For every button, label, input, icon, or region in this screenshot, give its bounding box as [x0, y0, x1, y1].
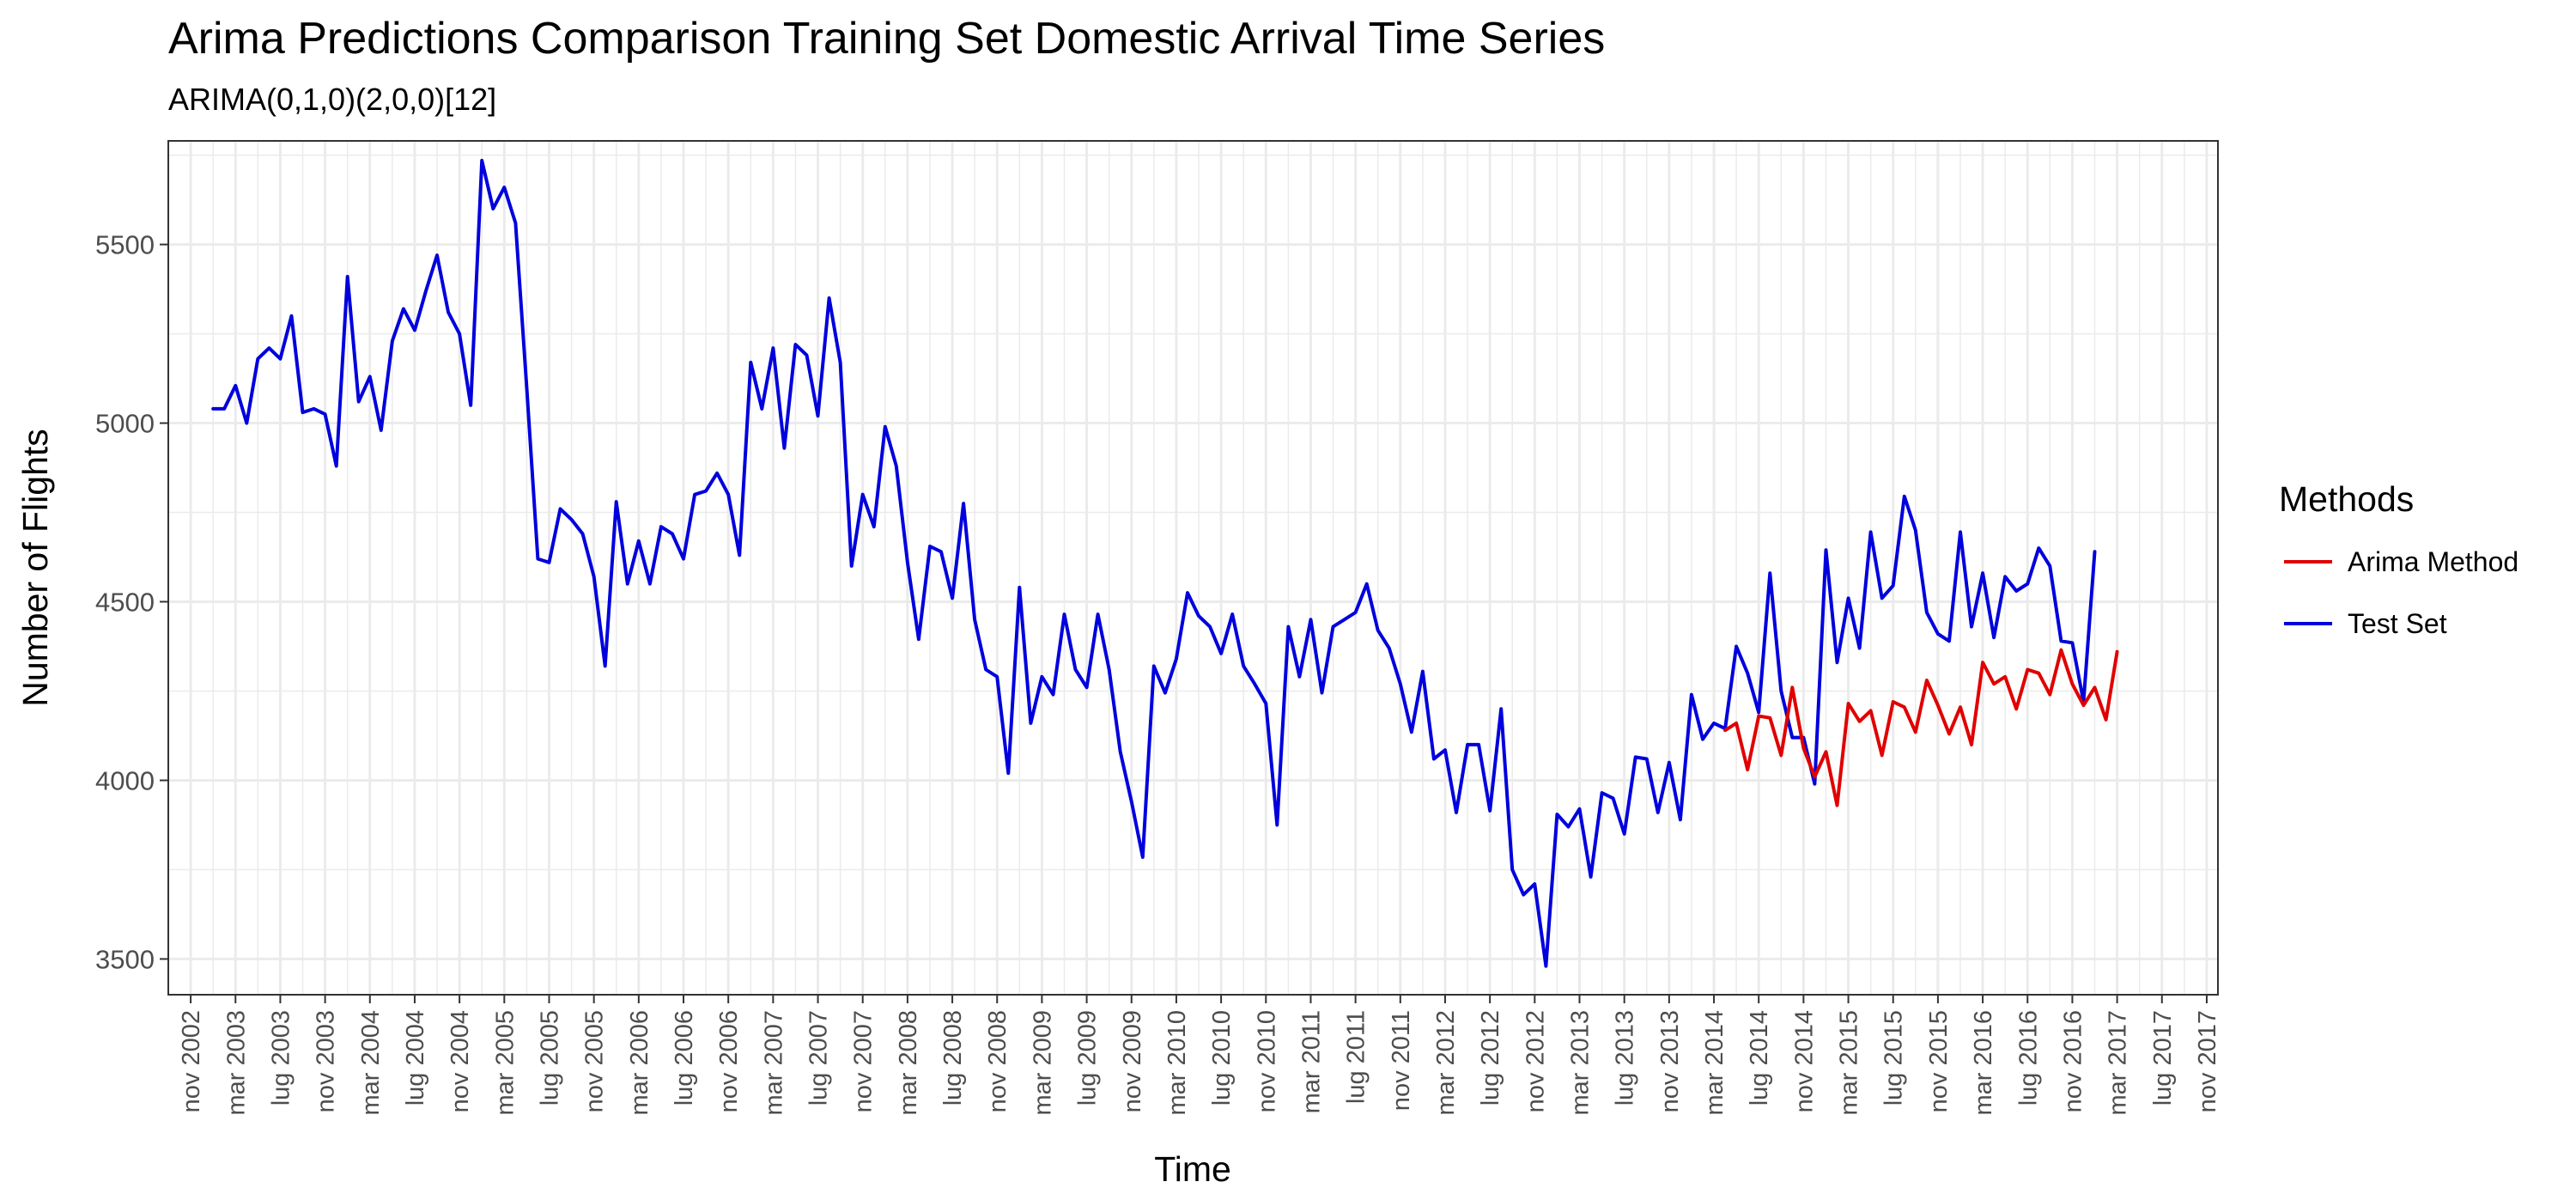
legend-label-arima-method: Arima Method — [2348, 546, 2518, 577]
series-line-arima-method — [1723, 648, 2119, 807]
x-tick-label: mar 2013 — [1567, 1010, 1595, 1116]
x-tick-label: nov 2011 — [1388, 1010, 1415, 1111]
x-tick-label: lug 2006 — [671, 1010, 698, 1106]
x-tick-label: nov 2003 — [313, 1010, 340, 1112]
x-tick-label: nov 2006 — [715, 1010, 743, 1112]
x-tick-label: nov 2014 — [1790, 1010, 1818, 1112]
x-tick-label: mar 2009 — [1029, 1010, 1056, 1116]
x-tick-label: lug 2012 — [1477, 1010, 1504, 1106]
legend-label-test-set: Test Set — [2348, 608, 2447, 639]
x-tick-label: lug 2009 — [1074, 1010, 1102, 1106]
chart-title: Arima Predictions Comparison Training Se… — [168, 14, 1606, 64]
x-tick-label: mar 2005 — [491, 1010, 519, 1116]
y-tick-label: 3500 — [95, 944, 155, 974]
series-lines — [211, 158, 2119, 968]
x-tick-label: mar 2014 — [1701, 1010, 1728, 1116]
x-tick-label: mar 2004 — [357, 1010, 385, 1116]
x-tick-label: mar 2015 — [1836, 1010, 1863, 1116]
x-tick-label: nov 2009 — [1119, 1010, 1146, 1112]
x-tick-label: mar 2003 — [222, 1010, 250, 1116]
x-axis: nov 2002 mar 2003 lug 2003 nov 2003 mar 2004… — [178, 995, 2221, 1116]
x-tick-label: lug 2017 — [2149, 1010, 2177, 1106]
x-tick-label: nov 2016 — [2059, 1010, 2087, 1112]
x-tick-label: nov 2013 — [1656, 1010, 1684, 1112]
legend-title: Methods — [2279, 479, 2414, 519]
y-tick-label: 4500 — [95, 588, 155, 618]
chart-subtitle: ARIMA(0,1,0)(2,0,0)[12] — [168, 82, 497, 117]
x-tick-label: nov 2002 — [178, 1010, 205, 1112]
x-tick-label: nov 2017 — [2194, 1010, 2221, 1112]
x-tick-label: mar 2006 — [626, 1010, 653, 1116]
legend: Methods Arima Method Test Set — [2279, 479, 2518, 639]
x-tick-label: lug 2004 — [402, 1010, 429, 1106]
x-tick-label: mar 2017 — [2105, 1010, 2132, 1116]
x-tick-label: nov 2004 — [447, 1010, 474, 1112]
x-tick-label: mar 2016 — [1970, 1010, 1997, 1116]
y-tick-label: 5500 — [95, 230, 155, 260]
y-axis-title: Number of Flights — [15, 429, 55, 707]
x-tick-label: lug 2015 — [1880, 1010, 1908, 1106]
x-tick-label: nov 2015 — [1925, 1010, 1953, 1112]
plot-panel-border — [167, 140, 2219, 996]
x-tick-label: mar 2012 — [1432, 1010, 1460, 1116]
x-tick-label: lug 2007 — [805, 1010, 833, 1106]
x-tick-label: lug 2016 — [2014, 1010, 2042, 1106]
x-tick-label: nov 2008 — [984, 1010, 1012, 1112]
x-tick-label: lug 2008 — [939, 1010, 967, 1106]
y-tick-label: 4000 — [95, 765, 155, 795]
x-tick-label: lug 2011 — [1343, 1010, 1370, 1104]
x-tick-label: nov 2010 — [1253, 1010, 1280, 1112]
y-axis: 3500 4000 4500 5000 5500 — [95, 230, 168, 974]
x-tick-label: mar 2010 — [1163, 1010, 1191, 1116]
x-tick-label: mar 2011 — [1297, 1010, 1325, 1113]
x-axis-title: Time — [1154, 1149, 1231, 1189]
x-tick-label: lug 2003 — [267, 1010, 295, 1106]
y-tick-label: 5000 — [95, 409, 155, 439]
x-tick-label: mar 2007 — [760, 1010, 787, 1116]
x-tick-label: mar 2008 — [895, 1010, 922, 1116]
x-tick-label: nov 2012 — [1522, 1010, 1549, 1112]
x-tick-label: nov 2007 — [850, 1010, 878, 1112]
x-tick-label: lug 2005 — [536, 1010, 563, 1106]
x-tick-label: lug 2010 — [1208, 1010, 1236, 1106]
x-tick-label: lug 2014 — [1746, 1010, 1773, 1106]
series-line-test-set — [211, 158, 2097, 968]
x-tick-label: lug 2013 — [1612, 1010, 1639, 1106]
x-tick-label: nov 2005 — [581, 1010, 609, 1112]
